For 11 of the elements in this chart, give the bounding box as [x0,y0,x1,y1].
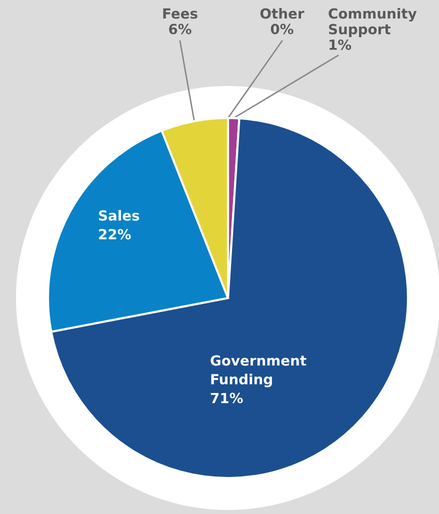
slice-label: Fees [163,8,198,19]
pie-slice [50,117,410,480]
data-label: 71% [210,392,243,404]
text: 0% [270,24,294,34]
data-label: 1% [330,39,352,50]
slice-label: Community Support [328,8,417,38]
slice-label: Government Funding [210,355,306,388]
slice-label: Sales [98,210,140,221]
data-label: 6% [169,24,192,34]
category-label: Other [260,8,304,19]
data-label: 22% [99,228,131,240]
